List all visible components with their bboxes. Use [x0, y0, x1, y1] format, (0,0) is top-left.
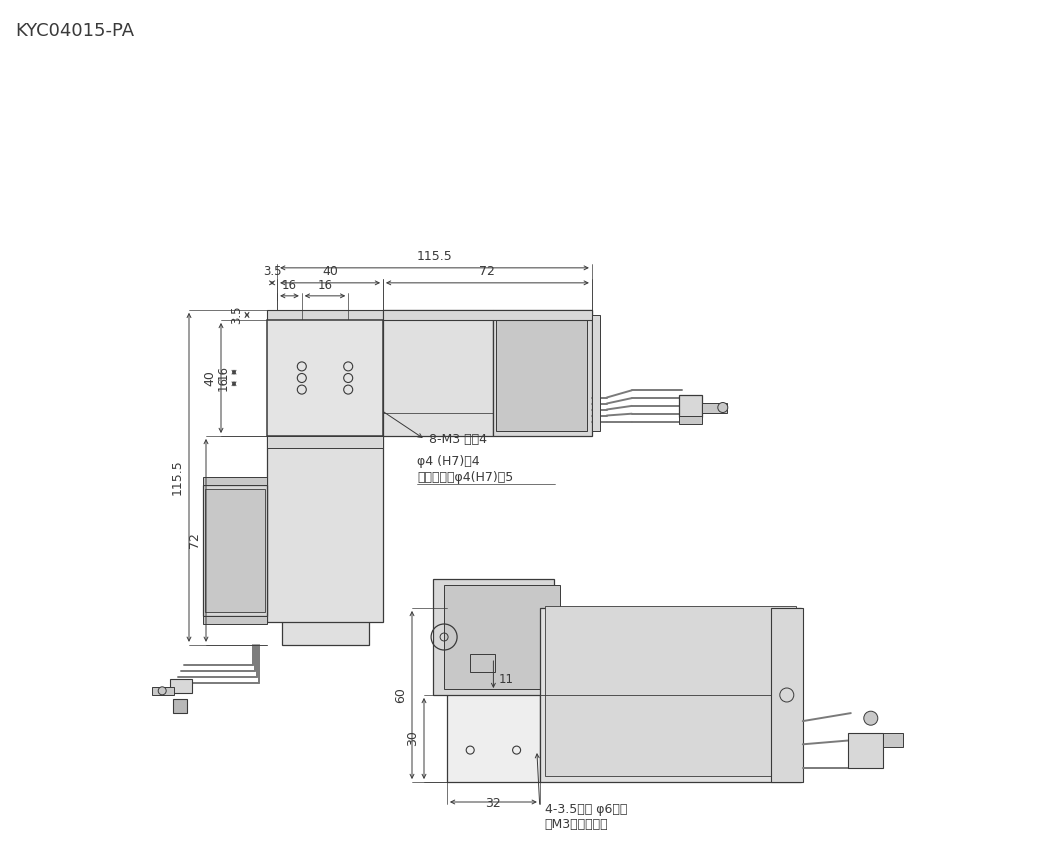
Bar [883, 734, 903, 747]
Bar [204, 616, 267, 624]
Bar [383, 310, 592, 320]
Bar [205, 489, 265, 612]
Bar [204, 486, 267, 616]
Text: 115.5: 115.5 [171, 459, 184, 495]
Text: 40: 40 [322, 265, 338, 278]
Text: 11: 11 [499, 672, 513, 685]
Bar [701, 402, 727, 413]
Text: φ4 (H7)深4: φ4 (H7)深4 [417, 455, 480, 468]
Bar [771, 608, 803, 782]
Text: 3.5: 3.5 [262, 265, 281, 278]
Bar [444, 585, 560, 689]
Bar [267, 310, 383, 320]
Bar [267, 320, 383, 436]
Bar [545, 606, 796, 776]
Text: 16: 16 [317, 278, 333, 292]
Bar [678, 415, 701, 424]
Text: 60: 60 [394, 687, 407, 703]
Text: 72: 72 [188, 532, 201, 548]
Circle shape [718, 402, 728, 413]
Circle shape [159, 687, 166, 694]
Bar [267, 436, 383, 447]
Text: 16: 16 [217, 376, 230, 391]
Text: 8-M3 深卥4: 8-M3 深卥4 [429, 433, 487, 446]
Text: 30: 30 [406, 730, 419, 746]
Bar [383, 310, 494, 436]
Text: 3.5: 3.5 [230, 306, 243, 324]
Circle shape [864, 711, 878, 725]
Bar [204, 477, 267, 486]
Bar [470, 654, 496, 672]
Bar [170, 679, 192, 693]
Text: 72: 72 [480, 265, 496, 278]
Bar [433, 579, 554, 695]
Bar [494, 310, 592, 436]
Text: 16: 16 [217, 365, 230, 380]
Text: 32: 32 [485, 797, 501, 810]
Bar [847, 733, 883, 767]
Bar [267, 436, 383, 621]
Bar [497, 315, 587, 431]
Bar [173, 699, 187, 713]
Bar [540, 608, 801, 782]
Bar [152, 687, 174, 694]
Text: 4-3.5通孔 φ6沉孔: 4-3.5通孔 φ6沉孔 [545, 803, 627, 817]
Text: 115.5: 115.5 [417, 250, 453, 263]
Text: 16: 16 [282, 278, 297, 292]
Text: （M3用螺栓孔）: （M3用螺栓孔） [545, 818, 608, 831]
Text: KYC04015-PA: KYC04015-PA [15, 22, 134, 40]
Text: 自反面開孔φ4(H7)深5: 自反面開孔φ4(H7)深5 [417, 471, 513, 484]
Bar [281, 436, 369, 644]
Bar [447, 608, 540, 782]
Bar [592, 315, 600, 431]
Bar [678, 395, 701, 417]
Text: 40: 40 [203, 370, 216, 386]
